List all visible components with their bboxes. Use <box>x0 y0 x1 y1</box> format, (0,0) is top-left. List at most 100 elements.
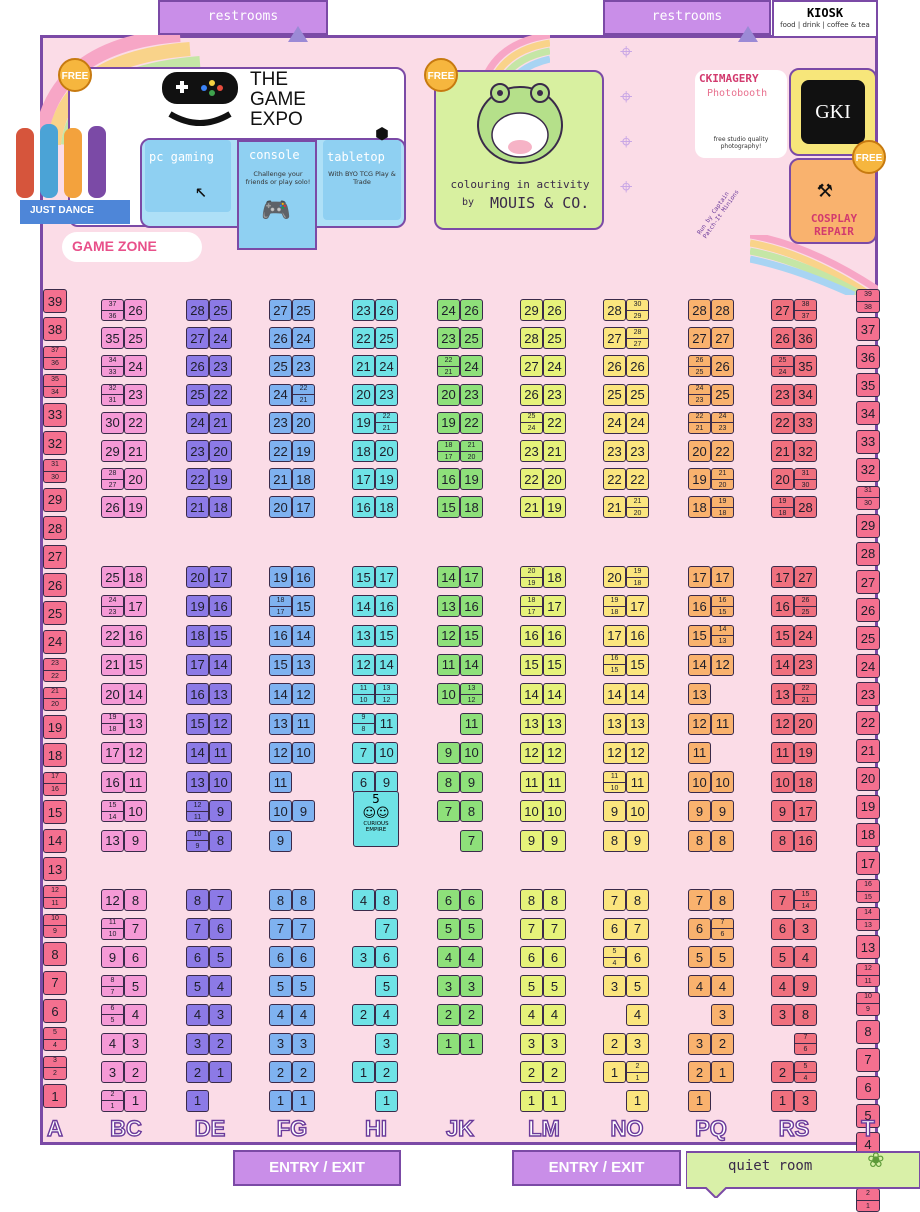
booth-a-7[interactable]: 7 <box>43 970 67 995</box>
booth-hi-right-4[interactable]: 4 <box>375 1003 398 1026</box>
booth-hi-right-7[interactable]: 7 <box>375 917 398 940</box>
booth-rs-left-10[interactable]: 10 <box>771 771 794 794</box>
booth-no-left-23[interactable]: 23 <box>603 440 626 462</box>
booth-rs-right-15-14[interactable]: 15 14 <box>794 889 817 911</box>
booth-jk-left-22-21[interactable]: 22 21 <box>437 355 460 378</box>
kiosk[interactable]: KIOSK food | drink | coffee & tea <box>772 0 878 38</box>
booth-pq-right-19-18[interactable]: 19 18 <box>711 496 734 519</box>
quiet-room-banner[interactable] <box>686 1148 920 1198</box>
booth-t-13[interactable]: 13 <box>856 935 880 960</box>
booth-fg-left-9[interactable]: 9 <box>269 829 292 852</box>
booth-rs-left-22[interactable]: 22 <box>771 411 794 434</box>
booth-bc-left-37-36[interactable]: 37 36 <box>101 299 124 321</box>
booth-hi-right-6[interactable]: 6 <box>375 946 398 969</box>
booth-pq-right-11[interactable]: 11 <box>711 712 734 735</box>
booth-de-left-8[interactable]: 8 <box>186 889 209 911</box>
booth-a-8[interactable]: 8 <box>43 942 67 967</box>
booth-jk-right-15[interactable]: 15 <box>460 624 483 647</box>
booth-lm-left-7[interactable]: 7 <box>520 917 543 940</box>
booth-de-left-2[interactable]: 2 <box>186 1061 209 1084</box>
booth-bc-right-13[interactable]: 13 <box>124 712 147 735</box>
booth-pq-right-27[interactable]: 27 <box>711 327 734 350</box>
booth-bc-right-17[interactable]: 17 <box>124 595 147 618</box>
booth-fg-right-20[interactable]: 20 <box>292 411 315 434</box>
booth-de-left-17[interactable]: 17 <box>186 653 209 676</box>
booth-t-6[interactable]: 6 <box>856 1075 880 1100</box>
booth-lm-right-10[interactable]: 10 <box>543 800 566 823</box>
booth-lm-left-14[interactable]: 14 <box>520 683 543 706</box>
booth-de-right-12[interactable]: 12 <box>209 712 232 735</box>
booth-jk-left-14[interactable]: 14 <box>437 566 460 588</box>
booth-hi-left-14[interactable]: 14 <box>352 595 375 618</box>
booth-no-right-14[interactable]: 14 <box>626 683 649 706</box>
booth-jk-right-10[interactable]: 10 <box>460 741 483 764</box>
booth-fg-left-8[interactable]: 8 <box>269 889 292 911</box>
booth-pq-left-7[interactable]: 7 <box>688 889 711 911</box>
booth-bc-left-4[interactable]: 4 <box>101 1032 124 1055</box>
booth-a-14[interactable]: 14 <box>43 828 67 853</box>
booth-a-32[interactable]: 32 <box>43 431 67 455</box>
booth-rs-left-2[interactable]: 2 <box>771 1061 794 1084</box>
booth-no-right-19-18[interactable]: 19 18 <box>626 566 649 588</box>
entry-exit-right[interactable]: ENTRY / EXIT <box>512 1150 681 1186</box>
booth-hi-left-2[interactable]: 2 <box>352 1003 375 1026</box>
booth-a-31-30[interactable]: 31 30 <box>43 459 67 484</box>
booth-fg-left-25[interactable]: 25 <box>269 355 292 378</box>
booth-lm-right-2[interactable]: 2 <box>543 1061 566 1084</box>
booth-de-left-27[interactable]: 27 <box>186 327 209 350</box>
booth-pq-right-17[interactable]: 17 <box>711 566 734 588</box>
booth-de-left-20[interactable]: 20 <box>186 566 209 588</box>
booth-bc-right-1[interactable]: 1 <box>124 1089 147 1112</box>
booth-t-33[interactable]: 33 <box>856 429 880 454</box>
booth-lm-right-15[interactable]: 15 <box>543 653 566 676</box>
booth-t-19[interactable]: 19 <box>856 794 880 819</box>
booth-t-34[interactable]: 34 <box>856 401 880 426</box>
booth-jk-right-19[interactable]: 19 <box>460 468 483 491</box>
booth-jk-left-9[interactable]: 9 <box>437 741 460 764</box>
booth-jk-left-7[interactable]: 7 <box>437 800 460 823</box>
booth-pq-left-27[interactable]: 27 <box>688 327 711 350</box>
booth-de-right-22[interactable]: 22 <box>209 383 232 406</box>
booth-hi-right-16[interactable]: 16 <box>375 595 398 618</box>
booth-hi-right-25[interactable]: 25 <box>375 327 398 350</box>
booth-a-6[interactable]: 6 <box>43 999 67 1023</box>
booth-lm-right-17[interactable]: 17 <box>543 595 566 618</box>
booth-lm-right-3[interactable]: 3 <box>543 1032 566 1055</box>
booth-no-left-28[interactable]: 28 <box>603 299 626 321</box>
booth-no-left-14[interactable]: 14 <box>603 683 626 706</box>
booth-jk-left-1[interactable]: 1 <box>437 1032 460 1055</box>
booth-fg-right-22-21[interactable]: 22 21 <box>292 383 315 406</box>
booth-lm-left-13[interactable]: 13 <box>520 712 543 735</box>
booth-pq-right-4[interactable]: 4 <box>711 975 734 998</box>
booth-lm-right-23[interactable]: 23 <box>543 383 566 406</box>
booth-pq-left-18[interactable]: 18 <box>688 496 711 519</box>
booth-t-8[interactable]: 8 <box>856 1019 880 1044</box>
booth-lm-right-26[interactable]: 26 <box>543 299 566 321</box>
booth-lm-right-21[interactable]: 21 <box>543 440 566 462</box>
booth-fg-right-16[interactable]: 16 <box>292 566 315 588</box>
booth-fg-right-13[interactable]: 13 <box>292 653 315 676</box>
booth-pq-left-26-25[interactable]: 26 25 <box>688 355 711 378</box>
booth-a-21-20[interactable]: 21 20 <box>43 686 67 711</box>
booth-no-left-2[interactable]: 2 <box>603 1032 626 1055</box>
booth-rs-right-38-37[interactable]: 38 37 <box>794 299 817 321</box>
booth-fg-left-21[interactable]: 21 <box>269 468 292 491</box>
booth-lm-right-5[interactable]: 5 <box>543 975 566 998</box>
booth-no-right-10[interactable]: 10 <box>626 800 649 823</box>
booth-jk-right-22[interactable]: 22 <box>460 411 483 434</box>
booth-lm-right-14[interactable]: 14 <box>543 683 566 706</box>
booth-lm-left-28[interactable]: 28 <box>520 327 543 350</box>
booth-pq-left-10[interactable]: 10 <box>688 771 711 794</box>
booth-no-left-25[interactable]: 25 <box>603 383 626 406</box>
booth-t-25[interactable]: 25 <box>856 626 880 651</box>
booth-jk-right-4[interactable]: 4 <box>460 946 483 969</box>
booth-jk-right-9[interactable]: 9 <box>460 771 483 794</box>
booth-fg-right-3[interactable]: 3 <box>292 1032 315 1055</box>
booth-hi-right-14[interactable]: 14 <box>375 653 398 676</box>
booth-fg-right-1[interactable]: 1 <box>292 1089 315 1112</box>
booth-jk-right-23[interactable]: 23 <box>460 383 483 406</box>
booth-a-27[interactable]: 27 <box>43 544 67 569</box>
booth-bc-left-20[interactable]: 20 <box>101 683 124 706</box>
